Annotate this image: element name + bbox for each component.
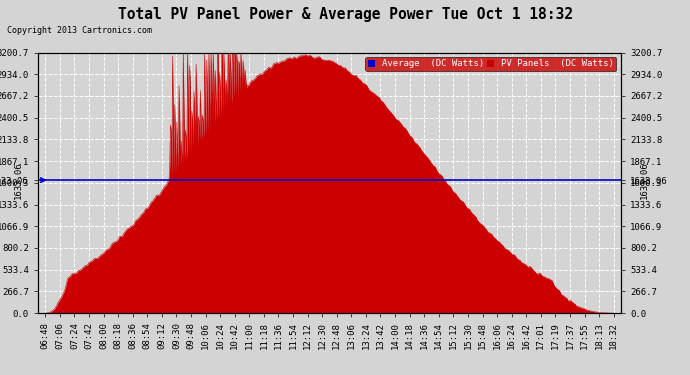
Text: 1633.06: 1633.06	[640, 161, 649, 199]
Text: 1633.06: 1633.06	[14, 161, 23, 199]
Legend: Average  (DC Watts), PV Panels  (DC Watts): Average (DC Watts), PV Panels (DC Watts)	[366, 57, 616, 70]
Text: Copyright 2013 Cartronics.com: Copyright 2013 Cartronics.com	[7, 26, 152, 35]
Text: Total PV Panel Power & Average Power Tue Oct 1 18:32: Total PV Panel Power & Average Power Tue…	[117, 8, 573, 22]
